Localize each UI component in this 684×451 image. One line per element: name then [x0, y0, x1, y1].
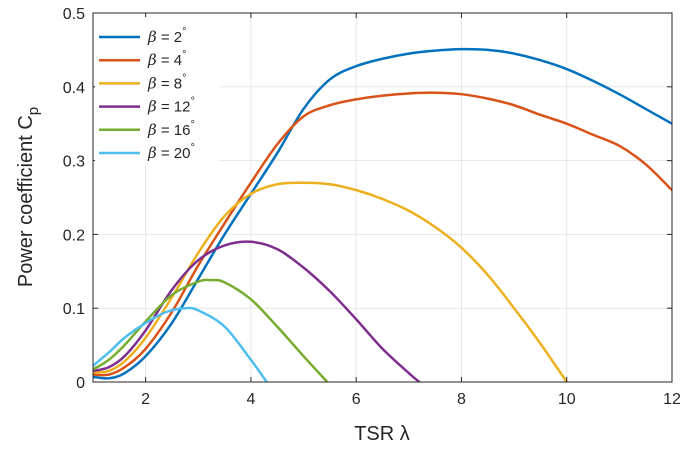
- y-tick-label: 0.2: [63, 227, 85, 244]
- legend-label-5: β = 20°: [147, 142, 195, 162]
- legend-label-2: β = 8°: [147, 72, 187, 92]
- y-axis-label: Power coefficient Cp: [15, 107, 42, 287]
- x-tick-label: 12: [663, 391, 681, 408]
- y-tick-label: 0.1: [63, 301, 85, 318]
- y-tick-label: 0.5: [63, 6, 85, 23]
- series-line-3: [93, 240, 421, 382]
- legend-label-symbol: β: [147, 51, 157, 69]
- legend-label-degree: °: [182, 49, 186, 61]
- y-tick-label: 0.3: [63, 154, 85, 171]
- series-line-0: [93, 47, 672, 380]
- legend-label-value: = 12: [157, 99, 191, 116]
- legend-label-degree: °: [182, 26, 186, 38]
- legend-label-4: β = 16°: [147, 119, 195, 139]
- x-axis-label: TSR λ: [354, 423, 410, 445]
- x-tick-label: 6: [352, 391, 361, 408]
- y-tick-label: 0.4: [63, 80, 85, 97]
- series-line-1: [93, 91, 672, 377]
- series-layer: [93, 47, 672, 382]
- legend-label-value: = 4: [157, 52, 182, 69]
- axis-ticks: 2 4 6 8 10 12 0 0.1 0.2 0.3 0.4 0.5: [63, 6, 681, 408]
- legend-label-3: β = 12°: [147, 96, 195, 116]
- series-line-2: [93, 181, 568, 382]
- legend-box: [95, 17, 220, 167]
- legend-label-0: β = 2°: [147, 26, 187, 46]
- legend-label-value: = 20: [157, 145, 191, 162]
- legend-label-degree: °: [190, 119, 194, 131]
- x-tick-label: 8: [457, 391, 466, 408]
- legend-label-degree: °: [190, 142, 194, 154]
- x-tick-label: 10: [558, 391, 576, 408]
- legend-label-1: β = 4°: [147, 49, 187, 69]
- x-tick-label: 4: [246, 391, 255, 408]
- x-tick-label: 2: [141, 391, 150, 408]
- y-axis-label-subscript: p: [25, 107, 42, 115]
- series-line-5: [93, 306, 268, 382]
- legend-label-symbol: β: [147, 74, 157, 92]
- legend-label-value: = 2: [157, 29, 182, 46]
- legend-label-symbol: β: [147, 28, 157, 46]
- y-tick-label: 0: [76, 375, 85, 392]
- legend-label-degree: °: [190, 96, 194, 108]
- legend-label-symbol: β: [147, 121, 157, 139]
- plot-area-border: [92, 12, 673, 383]
- legend-label-degree: °: [182, 72, 186, 84]
- legend: β = 2°β = 4°β = 8°β = 12°β = 16°β = 20°: [95, 17, 220, 167]
- legend-label-value: = 8: [157, 75, 182, 92]
- legend-label-symbol: β: [147, 144, 157, 162]
- series-line-4: [93, 278, 329, 382]
- legend-label-symbol: β: [147, 98, 157, 116]
- legend-label-value: = 16: [157, 122, 191, 139]
- y-axis-label-main: Power coefficient C: [15, 115, 37, 287]
